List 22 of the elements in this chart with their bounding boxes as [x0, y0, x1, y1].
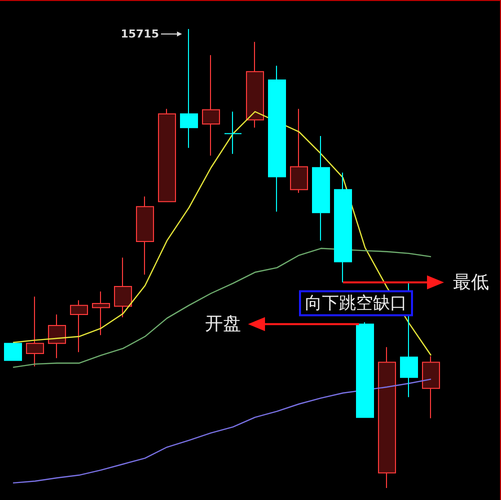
- candlestick: [136, 196, 154, 276]
- candlestick: [4, 342, 22, 361]
- annotation: 15715: [120, 28, 159, 40]
- text: 最低: [453, 272, 489, 293]
- candlestick: [158, 108, 176, 202]
- annotation: 开盘: [205, 314, 241, 335]
- candlestick: [422, 356, 440, 419]
- candlestick: [356, 322, 374, 418]
- candlestick: [312, 135, 330, 242]
- candlestick: [334, 172, 352, 283]
- candlestick: [246, 41, 264, 128]
- candlestick: [26, 296, 44, 367]
- candlestick: [92, 291, 110, 336]
- candlestick: [224, 111, 242, 154]
- annotation: 向下跳空缺口: [305, 293, 407, 314]
- candlestick: [202, 54, 220, 156]
- candlestick: [290, 108, 308, 194]
- candlestick: [378, 346, 396, 488]
- candlestick: [48, 314, 66, 359]
- candlestick: [114, 257, 132, 318]
- candlestick: [268, 65, 286, 212]
- candlestick: [70, 300, 88, 353]
